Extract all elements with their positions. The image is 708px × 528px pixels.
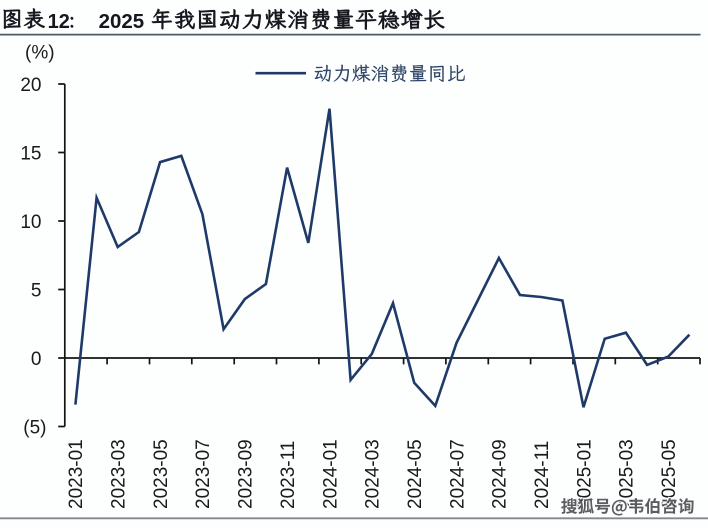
- svg-text:5: 5: [31, 280, 42, 301]
- svg-text:2023-01: 2023-01: [66, 439, 87, 509]
- svg-text:20: 20: [20, 75, 41, 96]
- svg-text:2024-07: 2024-07: [447, 439, 468, 509]
- svg-text:2024-01: 2024-01: [320, 439, 341, 509]
- svg-text:2025-05: 2025-05: [659, 439, 680, 509]
- svg-text:2024-05: 2024-05: [405, 439, 426, 509]
- svg-text:2024-09: 2024-09: [490, 439, 511, 509]
- svg-text:0: 0: [31, 349, 42, 370]
- svg-text:2023-07: 2023-07: [193, 439, 214, 509]
- svg-text:10: 10: [20, 212, 41, 233]
- svg-text:2023-09: 2023-09: [236, 439, 257, 509]
- svg-text:2023-05: 2023-05: [151, 439, 172, 509]
- svg-text:2024-11: 2024-11: [532, 441, 553, 509]
- svg-text:(5): (5): [23, 417, 46, 438]
- svg-text:(%): (%): [25, 43, 55, 64]
- svg-text:2025-03: 2025-03: [617, 439, 638, 509]
- svg-text:2025-01: 2025-01: [574, 439, 595, 509]
- svg-text:12: 12: [48, 11, 70, 33]
- svg-text:2024-03: 2024-03: [363, 439, 384, 509]
- svg-text:2023-11: 2023-11: [278, 441, 299, 509]
- svg-text:15: 15: [20, 143, 41, 164]
- svg-text:2025: 2025: [99, 10, 145, 33]
- svg-text:2023-03: 2023-03: [109, 439, 130, 509]
